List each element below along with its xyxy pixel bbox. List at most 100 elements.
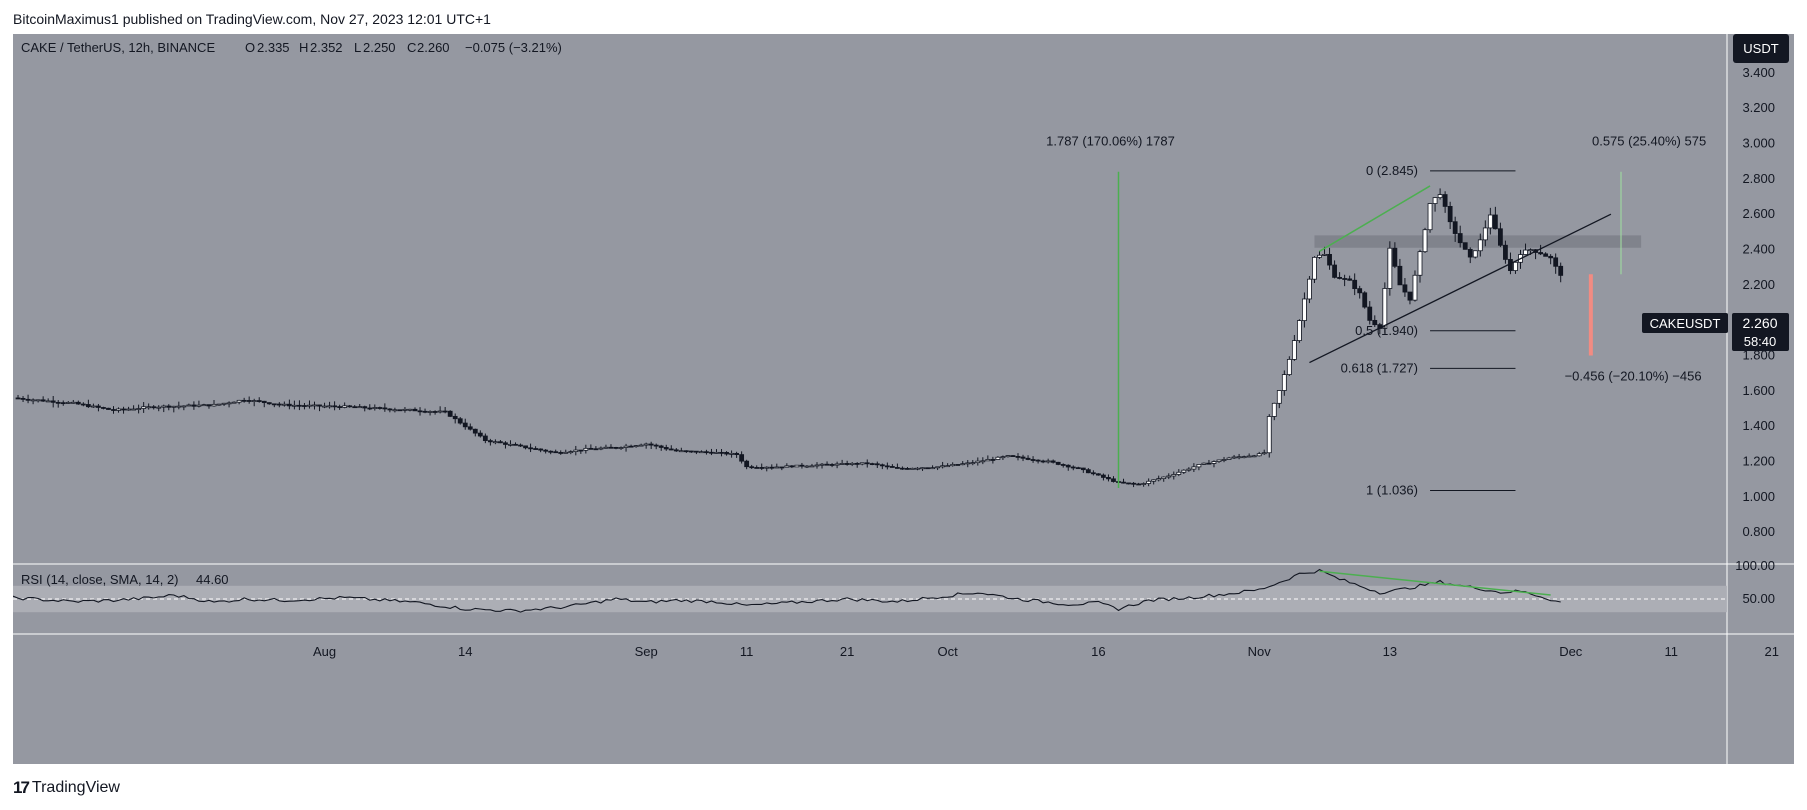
time-tick-label: Sep — [635, 644, 658, 659]
candle-body — [337, 406, 343, 408]
candle-body — [513, 443, 518, 446]
target-up-label: 0.575 (25.40%) 575 — [1592, 133, 1706, 148]
candle-body — [1322, 254, 1327, 256]
candle-body — [216, 403, 222, 406]
tradingview-branding[interactable]: 17 TradingView — [13, 778, 120, 798]
candle-body — [492, 441, 498, 444]
candle-body — [749, 466, 755, 469]
candle-body — [382, 407, 388, 410]
candle-body — [794, 464, 800, 468]
price-tick-label: 0.800 — [1742, 524, 1775, 539]
candle-body — [1176, 471, 1182, 475]
chart-canvas[interactable]: 1.787 (170.06%) 1787 0.575 (25.40%) 575 −0… — [13, 34, 1794, 764]
candle-body — [895, 467, 900, 469]
candle-body — [357, 406, 363, 409]
time-tick-label: Dec — [1559, 644, 1583, 659]
candle-body — [889, 466, 895, 468]
candle-body — [35, 399, 41, 402]
candle-body — [839, 463, 845, 465]
candle-body — [1347, 278, 1353, 281]
candle-body — [1126, 482, 1131, 485]
candle-body — [1261, 452, 1267, 455]
candle-body — [342, 405, 348, 408]
publisher-line: BitcoinMaximus1 published on TradingView… — [13, 11, 491, 27]
candle-body — [101, 407, 106, 409]
candle-body — [1392, 247, 1398, 267]
symbol-title: CAKE / TetherUS, 12h, BINANCE — [21, 40, 215, 55]
candle-body — [1528, 249, 1533, 252]
candle-body — [15, 397, 21, 400]
candle-body — [608, 446, 614, 449]
candle-body — [583, 447, 589, 451]
candle-body — [915, 467, 920, 470]
candle-body — [528, 447, 533, 450]
candle-body — [1452, 221, 1458, 234]
candle-body — [1241, 456, 1247, 459]
rsi-divergence-line — [1319, 570, 1551, 596]
candle-body — [603, 446, 609, 449]
ascending-support-line — [1309, 213, 1612, 364]
candle-body — [1080, 467, 1086, 471]
candle-body — [563, 451, 569, 454]
candle-body — [965, 462, 971, 465]
candle-body — [643, 443, 649, 446]
candle-body — [166, 405, 172, 408]
price-tick-label: 2.400 — [1742, 242, 1775, 257]
ohlc-change: −0.075 (−3.21%) — [465, 40, 562, 55]
candle-body — [869, 463, 875, 465]
candle-body — [1271, 402, 1277, 417]
rsi-pane: 100.00 50.00 — [13, 558, 1775, 613]
currency-button[interactable] — [1733, 34, 1789, 63]
candle-body — [106, 407, 111, 410]
candle-body — [759, 467, 765, 469]
candle-body — [975, 460, 981, 464]
candle-body — [70, 401, 76, 404]
candle-body — [648, 443, 654, 446]
candle-body — [477, 432, 483, 437]
candle-body — [518, 444, 523, 447]
candle-body — [40, 399, 46, 402]
candle-body — [804, 465, 810, 468]
candle-body — [814, 464, 820, 467]
candle-body — [1111, 478, 1116, 482]
candle-body — [1211, 461, 1217, 464]
candle-body — [1427, 203, 1433, 231]
candle-body — [1362, 292, 1368, 308]
candle-body — [367, 407, 373, 410]
candle-body — [30, 399, 36, 402]
candle-body — [352, 406, 358, 409]
time-tick-label: 14 — [458, 644, 472, 659]
candle-body — [467, 426, 473, 430]
candle-body — [286, 403, 292, 407]
candle-body — [1106, 477, 1111, 480]
candle-body — [538, 448, 544, 451]
candle-body — [523, 445, 528, 449]
candle-body — [322, 405, 327, 408]
candle-body — [1302, 298, 1307, 321]
candle-body — [1221, 459, 1227, 461]
candle-body — [1503, 244, 1508, 260]
candle-body — [588, 447, 594, 450]
candle-body — [940, 465, 946, 468]
candle-body — [714, 451, 719, 454]
candle-body — [774, 466, 780, 469]
candle-body — [1447, 206, 1453, 223]
candle-body — [1206, 462, 1212, 465]
candle-body — [568, 451, 574, 453]
candle-body — [266, 402, 272, 405]
candle-body — [1121, 481, 1126, 484]
candle-body — [65, 402, 71, 404]
candle-body — [844, 463, 850, 465]
candle-body — [729, 452, 734, 455]
candle-body — [181, 405, 187, 408]
candle-body — [1291, 340, 1297, 360]
candle-body — [819, 463, 825, 466]
chart-layer-candles — [15, 188, 1564, 488]
big-rise-label: 1.787 (170.06%) 1787 — [1046, 133, 1175, 148]
chart-layer-zones — [13, 34, 1794, 764]
candle-body — [548, 450, 554, 453]
candle-body — [1025, 457, 1031, 460]
symbol-price-tag-label: CAKEUSDT — [1650, 316, 1721, 331]
candle-body — [1548, 255, 1554, 259]
candle-body — [196, 404, 202, 407]
